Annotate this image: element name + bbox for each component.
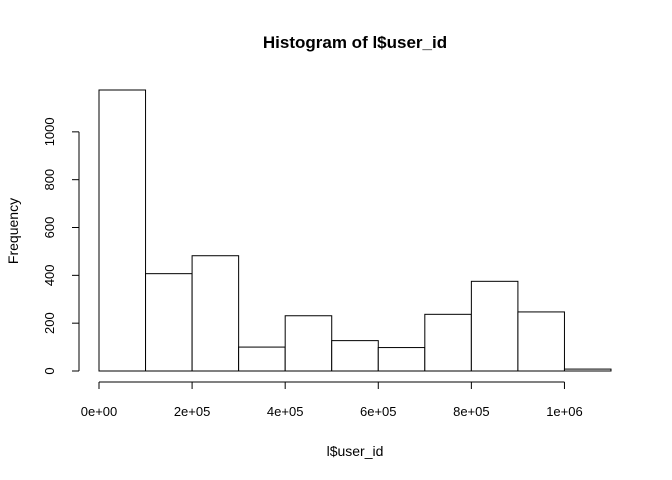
histogram-bar-9: [517, 311, 565, 372]
x-tick-label-2: 4e+05: [267, 404, 304, 419]
histogram-bar-6: [377, 347, 426, 372]
histogram-bar-10: [563, 368, 612, 372]
histogram-bar-2: [191, 255, 240, 372]
histogram-bar-8: [470, 280, 519, 372]
y-tick-label-5: 1000: [42, 117, 57, 146]
histogram-bar-4: [284, 315, 333, 372]
y-axis-label: Frequency: [5, 198, 21, 264]
y-tick-label-0: 0: [42, 367, 57, 374]
x-tick-label-3: 6e+05: [360, 404, 397, 419]
y-tick-label-4: 800: [42, 169, 57, 191]
histogram-bar-3: [238, 346, 286, 372]
x-tick-label-5: 1e+06: [546, 404, 583, 419]
histogram-bar-1: [145, 273, 193, 372]
y-axis: 0 200 400 600 800 1000: [42, 117, 80, 375]
x-axis-label: l$user_id: [327, 443, 384, 459]
x-tick-label-4: 8e+05: [453, 404, 490, 419]
histogram-bar-7: [424, 313, 472, 372]
x-tick-label-0: 0e+00: [81, 404, 118, 419]
histogram-bar-0: [98, 89, 147, 372]
y-tick-label-3: 600: [42, 217, 57, 239]
chart-title: Histogram of l$user_id: [263, 33, 447, 52]
x-axis: 0e+00 2e+05 4e+05 6e+05 8e+05 1e+06: [81, 381, 583, 419]
histogram-bar-5: [331, 340, 379, 372]
x-tick-label-1: 2e+05: [174, 404, 211, 419]
y-tick-label-1: 200: [42, 312, 57, 334]
histogram-bars: [98, 89, 612, 372]
y-tick-label-2: 400: [42, 264, 57, 286]
